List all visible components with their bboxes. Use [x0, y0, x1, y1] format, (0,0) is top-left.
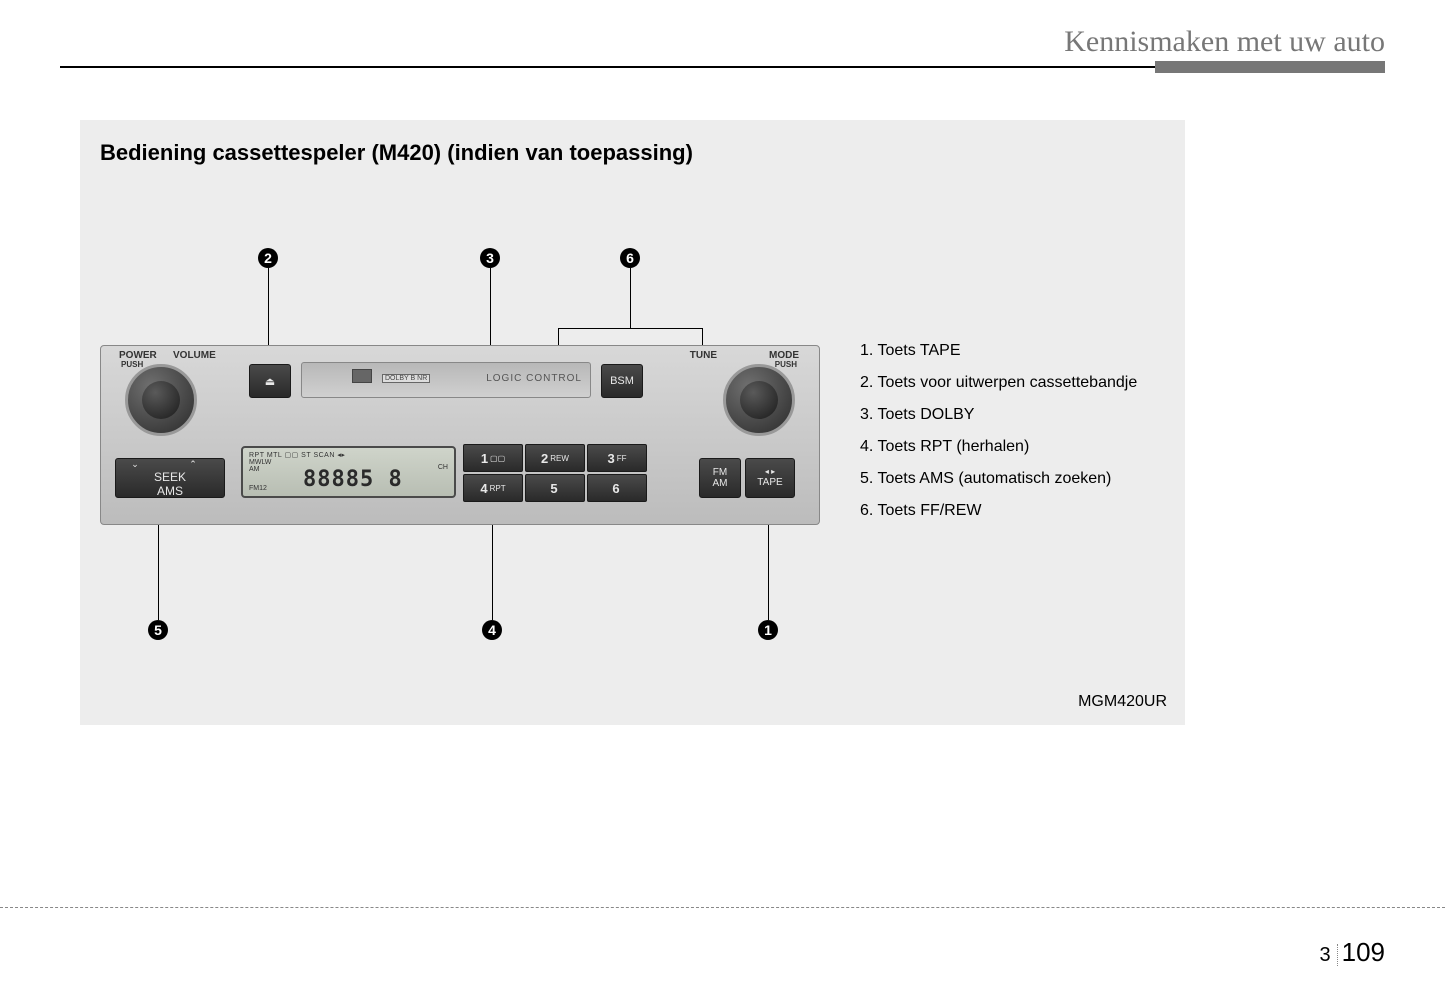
preset-6-button[interactable]: 6 — [587, 474, 647, 502]
preset-num: 4 — [480, 481, 487, 496]
seek-ams-button[interactable]: ⌄ ⌃ SEEK AMS — [115, 458, 225, 498]
preset-3-ff-button[interactable]: 3FF — [587, 444, 647, 472]
footer-dashed-line — [0, 907, 1445, 908]
label-volume: VOLUME — [173, 350, 216, 361]
legend-item-5: 5. Toets AMS (automatisch zoeken) — [860, 470, 1137, 488]
preset-num: 1 — [481, 451, 488, 466]
lcd-mid-1: MWLW — [249, 459, 448, 466]
callout-marker-6: 6 — [620, 248, 640, 268]
lcd-digits: 88885 8 — [303, 467, 403, 492]
lcd-top-row: RPT MTL ▢▢ ST SCAN ◂▸ — [249, 451, 448, 459]
bsm-label: BSM — [610, 375, 634, 387]
fm-label: FM — [713, 467, 727, 478]
page-number-value: 109 — [1342, 937, 1385, 967]
preset-sub: REW — [550, 454, 569, 463]
ams-label: AMS — [157, 484, 183, 498]
callout-marker-5: 5 — [148, 620, 168, 640]
figure-panel: Bediening cassettespeler (M420) (indien … — [80, 120, 1185, 725]
am-label: AM — [713, 478, 728, 489]
preset-5-button[interactable]: 5 — [525, 474, 585, 502]
preset-num: 3 — [607, 451, 614, 466]
legend-item-1: 1. Toets TAPE — [860, 342, 1137, 360]
section-number: 3 — [1319, 944, 1337, 966]
lcd-mid-3: FM12 — [249, 485, 267, 492]
preset-num: 5 — [550, 481, 557, 496]
legend-item-4: 4. Toets RPT (herhalen) — [860, 438, 1137, 456]
dolby-badge: DOLBY B NR — [382, 374, 430, 383]
preset-sub: RPT — [490, 484, 506, 493]
eject-button[interactable]: ⏏ — [249, 364, 291, 398]
figure-title: Bediening cassettespeler (M420) (indien … — [100, 140, 693, 166]
callout-lead-6b — [558, 328, 702, 329]
preset-2-rew-button[interactable]: 2REW — [525, 444, 585, 472]
tape-button[interactable]: ◂ ▸ TAPE — [745, 458, 795, 498]
bsm-button[interactable]: BSM — [601, 364, 643, 398]
cassette-text: LOGIC CONTROL — [486, 373, 582, 384]
lcd-ch: CH — [438, 464, 448, 471]
page-header: Kennismaken met uw auto — [1064, 25, 1385, 59]
callout-marker-1: 1 — [758, 620, 778, 640]
preset-num: 6 — [612, 481, 619, 496]
preset-sub: FF — [617, 454, 627, 463]
preset-num: 2 — [541, 451, 548, 466]
preset-4-rpt-button[interactable]: 4RPT — [463, 474, 523, 502]
header-rule — [60, 66, 1385, 68]
power-volume-knob[interactable] — [125, 364, 197, 436]
legend-list: 1. Toets TAPE 2. Toets voor uitwerpen ca… — [860, 342, 1137, 534]
label-tune: TUNE — [690, 350, 717, 361]
callout-lead-6a — [630, 268, 631, 328]
seek-label: SEEK — [154, 470, 186, 484]
label-push-left: PUSH — [121, 360, 143, 369]
lcd-display: RPT MTL ▢▢ ST SCAN ◂▸ MWLW AM FM12 CH 88… — [241, 446, 456, 498]
radio-unit: POWER PUSH VOLUME TUNE MODE PUSH ⏏ DOLBY… — [100, 345, 820, 525]
callout-marker-2: 2 — [258, 248, 278, 268]
page-number: 3109 — [1319, 937, 1385, 968]
eject-icon: ⏏ — [265, 375, 275, 388]
preset-1-button[interactable]: 1▢▢ — [463, 444, 523, 472]
callout-marker-3: 3 — [480, 248, 500, 268]
figure-code: MGM420UR — [1078, 693, 1167, 711]
legend-item-6: 6. Toets FF/REW — [860, 502, 1137, 520]
legend-item-2: 2. Toets voor uitwerpen cassettebandje — [860, 374, 1137, 392]
seek-arrows-icon: ⌄ ⌃ — [131, 459, 221, 470]
tape-label: TAPE — [757, 477, 782, 488]
callout-marker-4: 4 — [482, 620, 502, 640]
tune-mode-knob[interactable] — [723, 364, 795, 436]
label-push-right: PUSH — [775, 360, 797, 369]
preset-grid: 1▢▢ 2REW 3FF 4RPT 5 6 — [463, 444, 647, 502]
preset-sub: ▢▢ — [490, 454, 505, 463]
cassette-slot[interactable]: DOLBY B NR LOGIC CONTROL — [301, 362, 591, 398]
legend-item-3: 3. Toets DOLBY — [860, 406, 1137, 424]
tape-arrows-icon: ◂ ▸ — [765, 468, 775, 477]
fm-am-button[interactable]: FM AM — [699, 458, 741, 498]
